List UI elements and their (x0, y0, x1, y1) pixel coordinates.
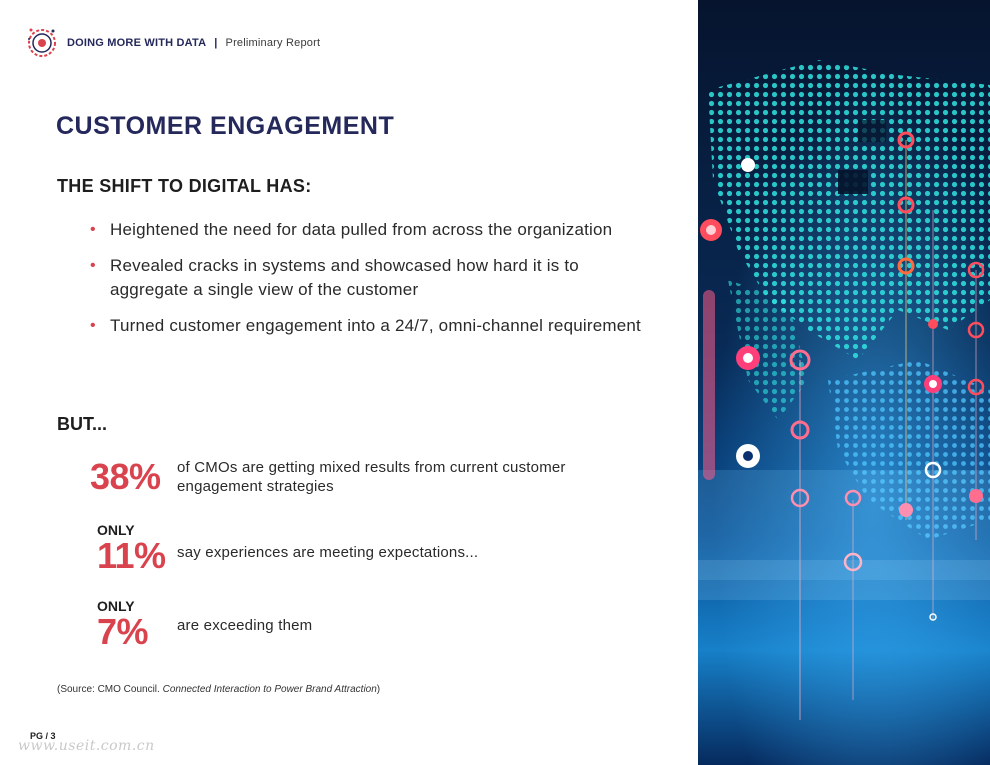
stat-value: 11% (97, 535, 166, 576)
stat-text: say experiences are meeting expectations… (177, 544, 479, 561)
digital-world-map-image (698, 0, 990, 765)
bullet-dot-icon: • (90, 221, 96, 238)
stat-prefix: ONLY (97, 522, 135, 538)
source-title: Connected Interaction to Power Brand Att… (162, 684, 377, 695)
shift-heading: THE SHIFT TO DIGITAL HAS: (57, 176, 312, 196)
bullet-dot-icon: • (90, 317, 96, 334)
stat-text: of CMOs are getting mixed results from c… (177, 459, 566, 495)
bullet-item: • Revealed cracks in systems and showcase… (90, 254, 650, 302)
shift-bullet-list: • Heightened the need for data pulled fro… (90, 218, 650, 350)
report-page: DOING MORE WITH DATA | Preliminary Report … (18, 28, 650, 754)
stat-value: 38% (90, 456, 161, 497)
but-heading: BUT... (57, 414, 108, 434)
stat-block: ONLY 7% are exceeding them (90, 598, 650, 658)
stat-prefix: ONLY (97, 598, 135, 614)
header-separator: | (214, 37, 218, 49)
watermark: www.useit.com.cn (18, 738, 155, 754)
bullet-text: Heightened the need for data pulled from… (110, 220, 613, 239)
report-logo (28, 28, 56, 57)
source-prefix: (Source: CMO Council. (57, 684, 163, 695)
stat-block: ONLY 11% say experiences are meeting exp… (90, 522, 650, 582)
report-header: DOING MORE WITH DATA | Preliminary Report (67, 37, 320, 49)
source-citation: (Source: CMO Council. Connected Interact… (57, 684, 380, 695)
bullet-text: Turned customer engagement into a 24/7, … (110, 316, 641, 335)
bullet-item: • Heightened the need for data pulled fro… (90, 218, 650, 242)
report-subtitle: Preliminary Report (225, 37, 321, 49)
stat-value: 7% (97, 611, 149, 652)
bullet-item: • Turned customer engagement into a 24/7,… (90, 314, 650, 338)
bullet-dot-icon: • (90, 257, 96, 274)
report-series-title: DOING MORE WITH DATA (67, 37, 207, 49)
bullet-text: Revealed cracks in systems and showcased… (110, 256, 579, 299)
page-number: PG / 3 (30, 731, 56, 741)
source-suffix: ) (376, 684, 381, 695)
stat-block: 38% of CMOs are getting mixed results fr… (90, 456, 650, 506)
page-title: CUSTOMER ENGAGEMENT (56, 112, 395, 140)
stat-text: are exceeding them (177, 617, 313, 634)
